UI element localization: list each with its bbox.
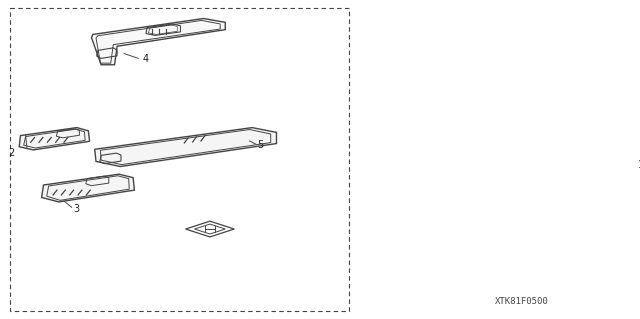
Polygon shape [42,174,134,202]
Text: 5: 5 [257,140,264,150]
Polygon shape [92,19,225,65]
Text: 3: 3 [74,204,80,214]
Text: XTK81F0500: XTK81F0500 [495,297,548,306]
Text: 4: 4 [142,54,148,64]
Polygon shape [95,128,276,167]
Bar [10,8,349,311]
Polygon shape [19,128,90,150]
Text: 1: 1 [637,160,640,170]
Text: 2: 2 [8,148,14,158]
